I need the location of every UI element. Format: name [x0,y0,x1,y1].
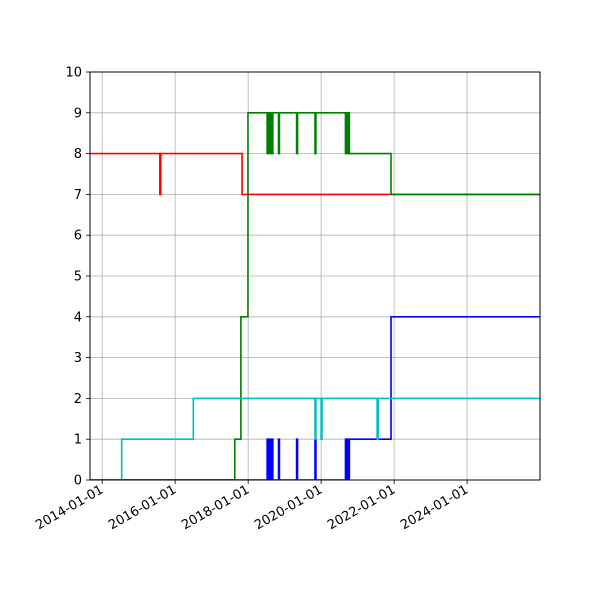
y-tick-label: 7 [74,188,82,203]
y-tick-label: 2 [74,392,82,407]
series-line-3 [90,316,540,480]
y-tick-label: 5 [74,270,82,285]
y-tick-label: 6 [74,229,82,244]
x-tick-label: 2022-01-01 [325,482,398,533]
x-tick-label: 2016-01-01 [106,482,179,533]
y-tick-label: 1 [74,433,82,448]
y-tick-label: 10 [65,66,82,81]
y-tick-label: 4 [74,310,82,325]
x-tick-label: 2014-01-01 [33,482,106,533]
x-tick-label: 2024-01-01 [398,482,471,533]
series-line-4 [90,397,540,480]
y-tick-label: 3 [74,351,82,366]
series-line-2 [90,112,540,480]
y-tick-label: 8 [74,147,82,162]
y-tick-label: 9 [74,106,82,121]
y-tick-label: 0 [74,474,82,489]
x-tick-label: 2018-01-01 [179,482,252,533]
series-line-1 [90,152,540,196]
series-layer [90,112,540,480]
x-tick-label: 2020-01-01 [252,482,325,533]
tick-layer: 0 1 2 3 4 5 6 7 8 9 10 2014-01-01 2016-01-01 2018-01-… [33,66,471,534]
